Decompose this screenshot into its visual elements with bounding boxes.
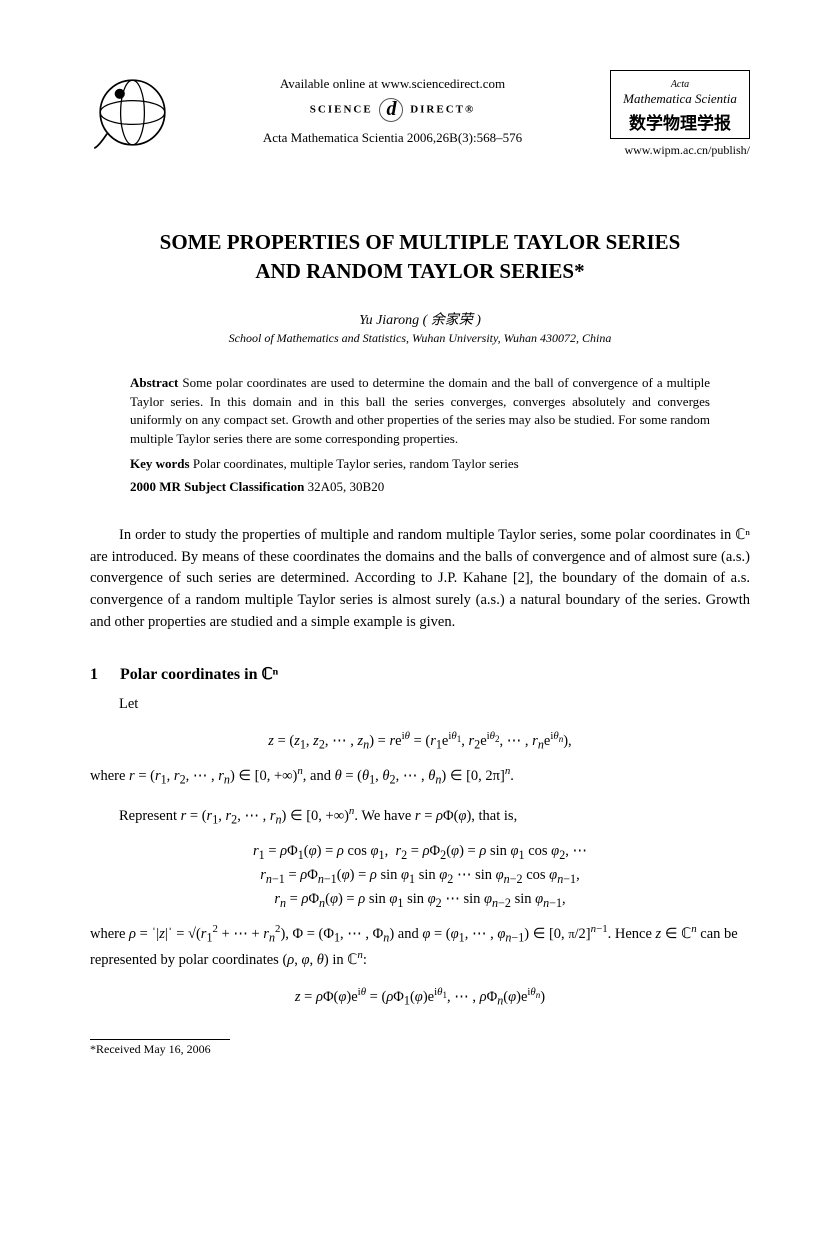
section-1-number: 1 — [90, 666, 116, 684]
title-line-2: AND RANDOM TAYLOR SERIES* — [255, 259, 584, 283]
keywords-label: Key words — [130, 456, 190, 471]
paper-title: SOME PROPERTIES OF MULTIPLE TAYLOR SERIE… — [90, 228, 750, 287]
science-direct-logo: SCIENCE d DIRECT® — [175, 98, 610, 122]
footnote-rule — [90, 1039, 230, 1040]
msc-label: 2000 MR Subject Classification — [130, 479, 304, 494]
equation-rho-phi-n: rn = ρΦn(φ) = ρ sin φ1 sin φ2 ⋯ sin φn−2… — [90, 891, 750, 911]
equation-z-def: z = (z1, z2, ⋯ , zn) = reiθ = (r1eiθ1, r… — [90, 730, 750, 753]
where-r-theta: where r = (r1, r2, ⋯ , rn) ∈ [0, +∞)n, a… — [90, 763, 750, 789]
science-direct-right: DIRECT® — [410, 104, 475, 116]
publisher-logo-icon — [90, 70, 175, 155]
header-row: Available online at www.sciencedirect.co… — [90, 70, 750, 158]
section-1-title: Polar coordinates in ℂⁿ — [120, 666, 278, 683]
equation-rho-phi-nminus1: rn−1 = ρΦn−1(φ) = ρ sin φ1 sin φ2 ⋯ sin … — [90, 867, 750, 887]
journal-logo-right: Acta Mathematica Scientia 数学物理学报 www.wip… — [610, 70, 750, 158]
footnote-received: *Received May 16, 2006 — [90, 1042, 750, 1057]
science-direct-left: SCIENCE — [310, 104, 373, 116]
msc-text: 32A05, 30B20 — [304, 479, 384, 494]
science-direct-d-icon: d — [379, 98, 403, 122]
center-header: Available online at www.sciencedirect.co… — [175, 70, 610, 146]
equation-rho-phi-1: r1 = ρΦ1(φ) = ρ cos φ1, r2 = ρΦ2(φ) = ρ … — [90, 843, 750, 863]
chinese-journal-title: 数学物理学报 — [613, 109, 747, 134]
section-1-heading: 1 Polar coordinates in ℂⁿ — [90, 664, 750, 684]
abstract-text: Some polar coordinates are used to deter… — [130, 375, 710, 447]
keywords-text: Polar coordinates, multiple Taylor serie… — [190, 456, 519, 471]
journal-logo-box: Acta Mathematica Scientia 数学物理学报 — [610, 70, 750, 139]
available-online-text: Available online at www.sciencedirect.co… — [175, 76, 610, 92]
intro-paragraph: In order to study the properties of mult… — [90, 525, 750, 634]
author-affiliation: School of Mathematics and Statistics, Wu… — [90, 331, 750, 346]
let-text: Let — [90, 694, 750, 716]
represent-line: Represent r = (r1, r2, ⋯ , rn) ∈ [0, +∞)… — [90, 803, 750, 829]
publish-url: www.wipm.ac.cn/publish/ — [610, 143, 750, 158]
author-name: Yu Jiarong ( 余家荣 ) — [90, 309, 750, 329]
acta-script-text: Acta Mathematica Scientia — [613, 75, 747, 107]
page: Available online at www.sciencedirect.co… — [0, 0, 840, 1097]
title-line-1: SOME PROPERTIES OF MULTIPLE TAYLOR SERIE… — [160, 230, 681, 254]
where-rho-line: where ρ = ˈ|z|ˈ = √(r12 + ⋯ + rn2), Φ = … — [90, 921, 750, 971]
abstract-label: Abstract — [130, 375, 178, 390]
abstract-block: Abstract Some polar coordinates are used… — [130, 374, 710, 497]
journal-citation: Acta Mathematica Scientia 2006,26B(3):56… — [175, 130, 610, 146]
equation-z-polar: z = ρΦ(φ)eiθ = (ρΦ1(φ)eiθ1, ⋯ , ρΦn(φ)ei… — [90, 986, 750, 1009]
